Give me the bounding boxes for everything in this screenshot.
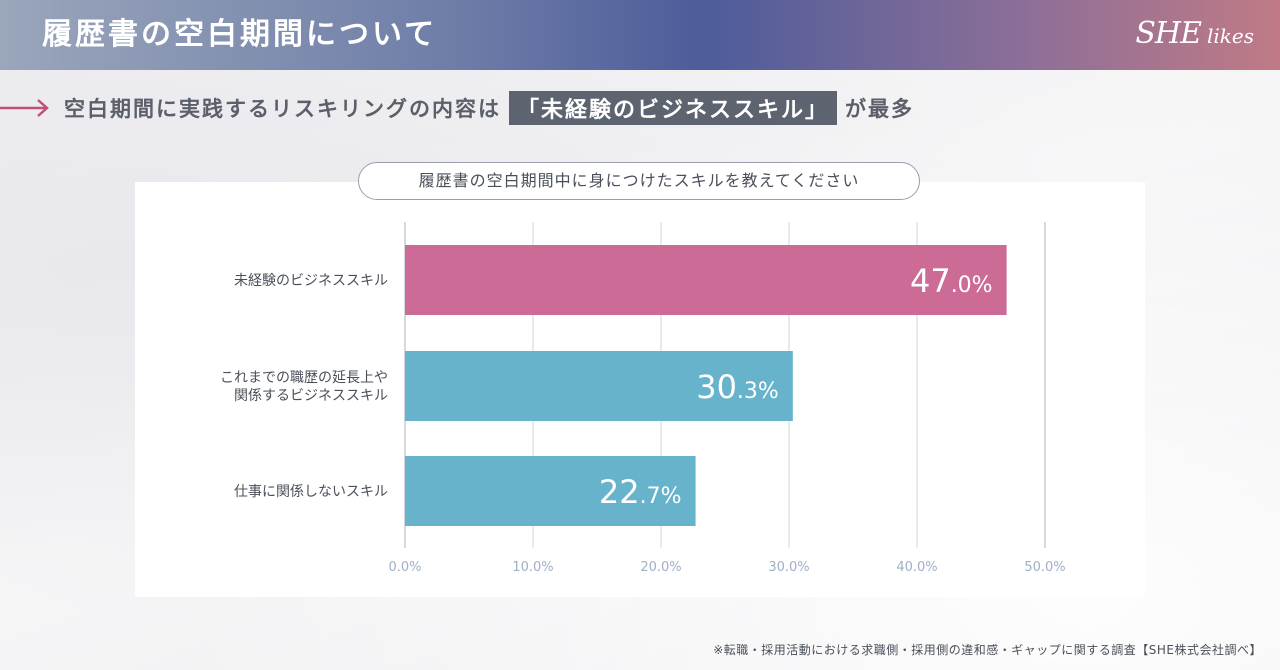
x-tick-label: 10.0%: [512, 560, 553, 575]
header-banner: 履歴書の空白期間について SHE likes: [0, 0, 1280, 70]
she-likes-logo: SHE likes: [1135, 16, 1254, 56]
page-title: 履歴書の空白期間について: [42, 17, 438, 52]
arrow-right-icon: [0, 99, 49, 117]
logo-she: SHE: [1135, 16, 1202, 51]
bar: [405, 245, 1007, 315]
source-footnote: ※転職・採用活動における求職側・採用側の違和感・ギャップに関する調査【SHE株式…: [713, 643, 1262, 657]
value-label: 22.7%: [599, 473, 682, 511]
logo-likes: likes: [1206, 24, 1254, 48]
survey-question: 履歴書の空白期間中に身につけたスキルを教えてください: [358, 162, 920, 200]
x-tick-label: 40.0%: [896, 560, 937, 575]
x-tick-label: 30.0%: [768, 560, 809, 575]
bar: [405, 456, 696, 526]
subhead-after: が最多: [845, 97, 915, 121]
x-tick-label: 20.0%: [640, 560, 681, 575]
category-label: 未経験のビジネススキル: [234, 273, 388, 289]
subhead-before: 空白期間に実践するリスキリングの内容は: [64, 97, 501, 121]
x-tick-label: 0.0%: [388, 560, 421, 575]
category-label: これまでの職歴の延長上や関係するビジネススキル: [220, 370, 388, 404]
bar: [405, 351, 793, 421]
subheadline: 空白期間に実践するリスキリングの内容は 「未経験のビジネススキル」 が最多: [0, 88, 914, 128]
category-label: 仕事に関係しないスキル: [234, 484, 388, 500]
subhead-highlight: 「未経験のビジネススキル」: [509, 91, 838, 125]
x-tick-label: 50.0%: [1024, 560, 1065, 575]
value-label: 47.0%: [910, 262, 993, 300]
value-label: 30.3%: [696, 368, 779, 406]
